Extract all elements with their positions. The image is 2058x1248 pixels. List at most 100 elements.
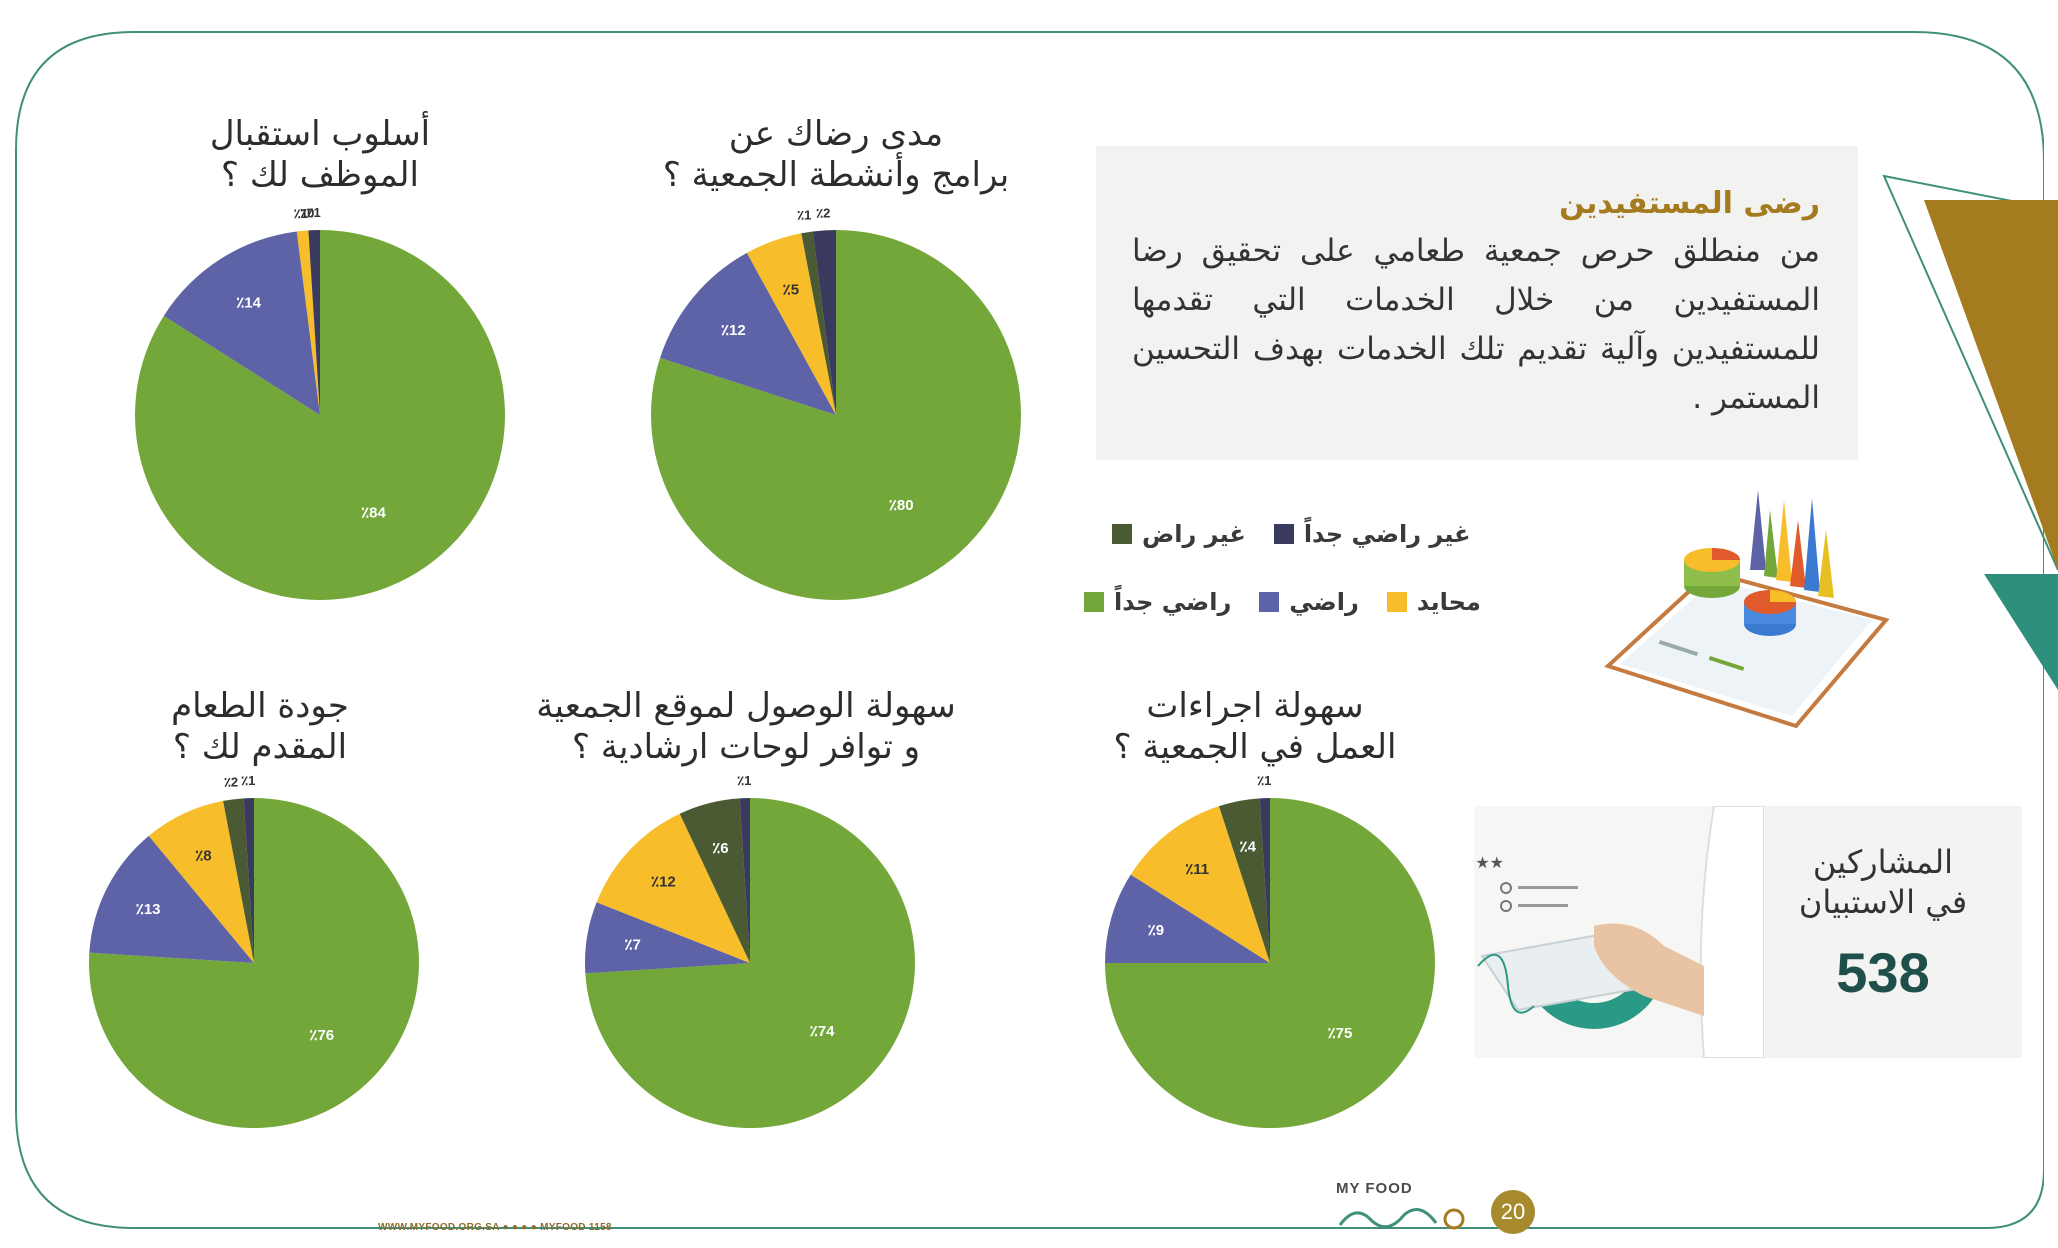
intro-panel: رضى المستفيدين من منطلق حرص جمعية طعامي … [1096,146,1858,460]
pie-slice-very-unsatisfied [308,230,320,415]
legend-label: غير راض [1142,520,1246,548]
brand-name: MY FOOD [1336,1180,1413,1197]
svg-text:★★★★☆: ★★★★☆ [1474,853,1504,872]
legend-item-very-unsatisfied: غير راضي جداً [1273,520,1471,548]
legend-label: راضي جداً [1114,588,1232,616]
pie-chart-programs: ٪80 ٪12 ٪5 ٪1 ٪2 [651,205,1021,600]
pie-slice-unsatisfied [801,231,836,415]
pie-data-label: ٪7 [624,936,640,953]
chart-title-food: جودة الطعام المقدم لك ؟ [0,686,520,768]
pie-slice-very-satisfied [585,798,915,1128]
page-frame [15,31,2044,1229]
pie-data-label: ٪12 [651,874,676,891]
pie-data-label: ٪1 [737,773,751,788]
pie-data-label: ٪4 [1240,838,1257,855]
pie-data-label: ٪14 [236,295,261,312]
chart-title-programs: مدى رضاك عن برامج وأنشطة الجمعية ؟ [576,114,1096,196]
pie-data-label: ٪6 [712,840,728,857]
pie-data-label: ٪1 [307,205,321,220]
chart-title-line: المقدم لك ؟ [172,727,348,767]
pie-data-label: ٪8 [195,848,211,865]
pie-slice-unsatisfied [679,798,750,963]
participants-panel: ★★★★☆ المشاركين في الاستبيان 538 [1474,806,2022,1058]
pie-chart-food: ٪76 ٪13 ٪8 ٪2 ٪1 [89,773,419,1128]
legend-swatch [1259,592,1280,612]
chart-title-access: سهولة الوصول لموقع الجمعية و توافر لوحات… [486,686,1006,768]
pie-slice-satisfied [585,902,750,974]
pie-data-label: ٪9 [1148,922,1164,939]
chart-title-reception: أسلوب استقبال الموظف لك ؟ [60,114,580,196]
pie-data-label: ٪11 [1185,861,1209,878]
chart-title-line: سهولة الوصول لموقع الجمعية [536,686,956,726]
legend-swatch [1084,592,1104,612]
brand-logo-mark [1338,1208,1465,1230]
pie-chart-procedures: ٪75 ٪9 ٪11 ٪4 ٪1 [1105,773,1435,1128]
legend-swatch [1386,592,1407,612]
pie-slice-neutral [296,230,320,415]
participants-count: 538 [1836,941,1930,1004]
intro-heading: رضى المستفيدين [1559,186,1820,221]
tablet-charts-illustration [1604,490,1890,729]
footer-website[interactable]: WWW.MYFOOD.ORG.SA ● ● ● ● MYFOOD 1158 [378,1222,612,1233]
pie-slice-satisfied [163,231,320,415]
chart-title-line: مدى رضاك عن [728,114,944,154]
pie-slice-neutral [148,800,254,963]
legend-item-neutral: محايد [1386,588,1481,616]
pie-data-label: ٪74 [810,1023,835,1040]
participants-label: المشاركين في الاستبيان [1744,842,2022,922]
pie-slice-satisfied [89,835,254,963]
chart-title-line: أسلوب استقبال [209,114,431,154]
legend-item-very-satisfied: راضي جداً [1084,588,1231,616]
pie-slice-satisfied [1105,874,1270,963]
pie-data-label: ٪13 [136,901,161,918]
pie-chart-access: ٪74 ٪7 ٪12 ٪6 ٪1 [585,773,915,1128]
pie-data-label: ٪12 [721,322,746,339]
chart-title-line: برامج وأنشطة الجمعية ؟ [662,155,1010,195]
legend-item-unsatisfied: غير راض [1112,520,1246,548]
legend-label: محايد [1416,588,1481,616]
pie-data-label: ٪80 [889,497,914,514]
legend-swatch [1112,524,1132,544]
pie-slice-satisfied [660,252,836,415]
pie-data-label: ٪1 [797,207,811,222]
participants-label-line: المشاركين [1812,843,1954,881]
chart-title-procedures: سهولة اجراءات العمل في الجمعية ؟ [995,686,1515,768]
pie-data-label: ٪84 [361,504,386,521]
pie-data-label: ٪0 [300,205,314,220]
pie-slice-very-unsatisfied [739,798,750,963]
pie-slice-very-unsatisfied [812,230,836,415]
legend-row-2: محايد راضي راضي جداً [1084,588,1481,616]
pie-data-label: ٪1 [241,773,255,788]
participants-text: المشاركين في الاستبيان 538 [1744,806,2022,1058]
intro-body: من منطلق حرص جمعية طعامي على تحقيق رضا ا… [1132,233,1820,416]
chart-title-line: جودة الطعام [171,686,349,726]
participants-label-line: في الاستبيان [1798,883,1968,921]
pie-slice-very-unsatisfied [243,798,254,963]
chart-title-line: الموظف لك ؟ [221,155,419,195]
pie-data-label: ٪76 [309,1027,334,1044]
decorative-triangles [1882,174,2058,690]
pie-slice-neutral [746,233,836,415]
legend-label: راضي [1289,588,1359,616]
survey-hand-illustration: ★★★★☆ [1474,806,1764,1058]
pie-slice-neutral [596,813,750,963]
chart-title-line: و توافر لوحات ارشادية ؟ [571,727,921,767]
pie-slice-very-unsatisfied [1259,798,1270,963]
pie-data-label: ٪5 [783,282,799,299]
legend-swatch [1273,524,1294,544]
page-number: 20 [1491,1190,1535,1234]
pie-data-label: ٪75 [1328,1025,1353,1042]
pie-slice-neutral [1130,806,1270,963]
legend-item-satisfied: راضي [1259,588,1359,616]
pie-chart-reception: ٪84 ٪14 ٪1٪0٪1 [135,205,505,600]
chart-title-line: العمل في الجمعية ؟ [1113,727,1397,767]
pie-slice-unsatisfied [223,798,254,963]
brand-logo: MY FOOD [1336,1180,1476,1241]
pie-data-label: ٪1 [294,206,308,221]
legend-label: غير راضي جداً [1303,520,1471,548]
legend-row-1: غير راضي جداً غير راض [1112,520,1471,548]
pie-data-label: ٪1 [1257,773,1271,788]
pie-slice-unsatisfied [1219,798,1270,963]
pie-data-label: ٪2 [816,205,830,220]
pie-data-label: ٪2 [224,774,238,789]
